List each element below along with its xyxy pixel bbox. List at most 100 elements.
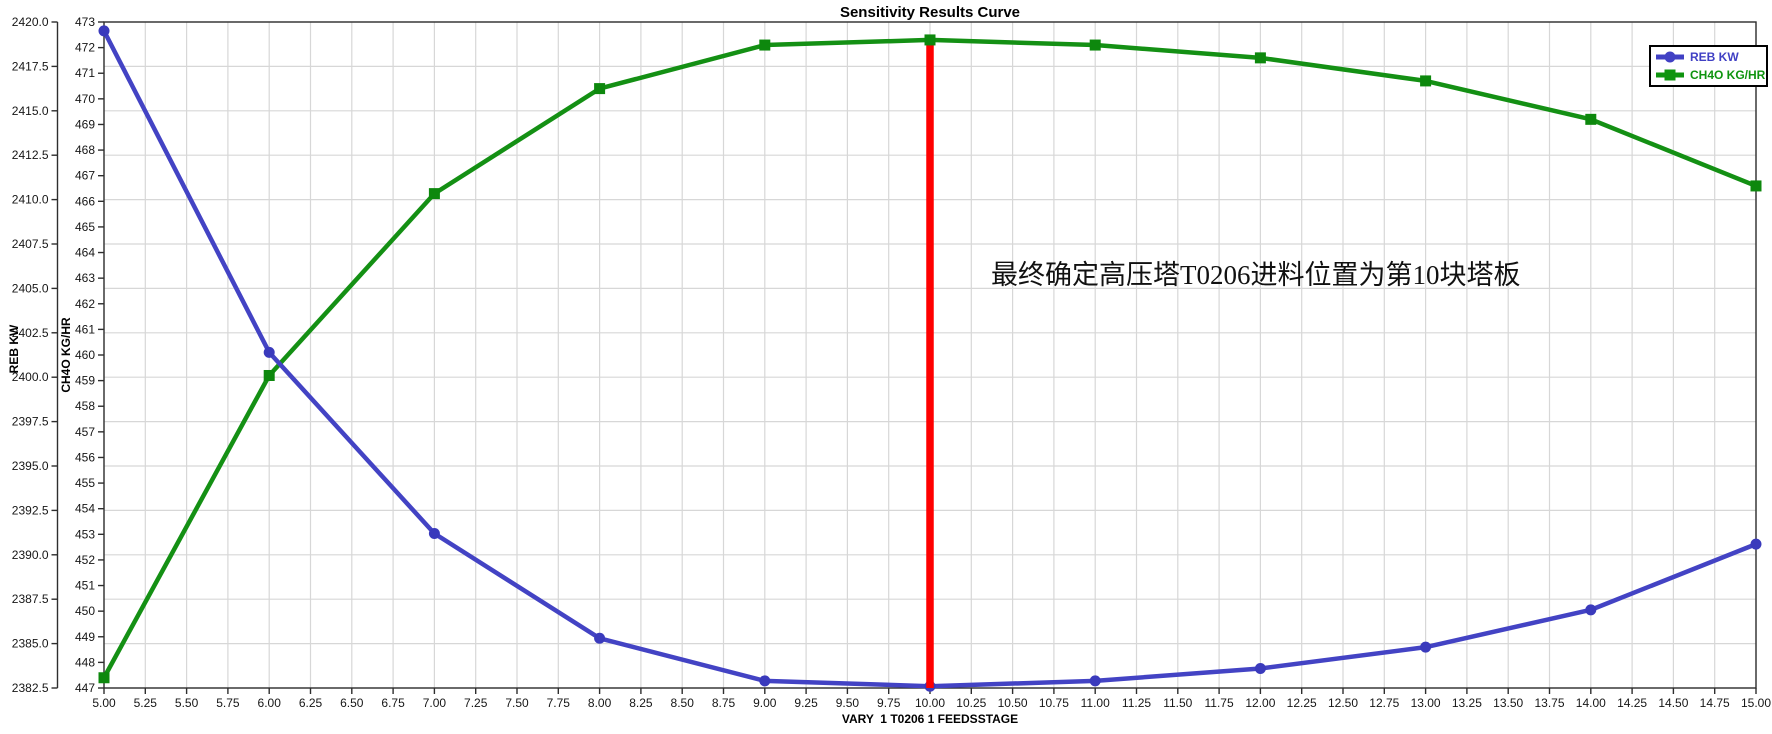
reb-data-point — [1420, 641, 1432, 653]
reb-tick-label: 2415.0 — [12, 104, 49, 118]
x-tick-label: 7.75 — [547, 696, 571, 710]
x-tick-label: 12.50 — [1328, 696, 1358, 710]
ch4o-tick-label: 466 — [75, 194, 95, 208]
reb-data-point — [1254, 662, 1266, 674]
ch4o-tick-label: 459 — [75, 374, 95, 388]
legend-label-reb: REB KW — [1690, 50, 1739, 65]
reb-tick-label: 2392.5 — [12, 503, 49, 517]
reb-tick-label: 2407.5 — [12, 237, 49, 251]
x-tick-label: 5.00 — [92, 696, 116, 710]
x-tick-label: 14.25 — [1617, 696, 1647, 710]
ch4o-data-point — [924, 34, 936, 46]
x-tick-label: 6.00 — [258, 696, 282, 710]
reb-line-circle-marker-icon — [1656, 51, 1684, 63]
optimum-feed-stage-annotation: 最终确定高压塔T0206进料位置为第10块塔板 — [991, 260, 1521, 290]
ch4o-data-point — [1750, 180, 1762, 192]
ch4o-data-point — [1089, 39, 1101, 51]
x-tick-label: 7.00 — [423, 696, 447, 710]
x-tick-label: 7.25 — [464, 696, 488, 710]
ch4o-tick-label: 464 — [75, 246, 95, 260]
ch4o-tick-label: 456 — [75, 450, 95, 464]
x-tick-label: 10.00 — [915, 696, 945, 710]
reb-data-point — [263, 346, 275, 358]
reb-tick-label: 2410.0 — [12, 193, 49, 207]
y-axis-title-reb: REB KW — [7, 324, 21, 374]
legend-label-ch4o: CH4O KG/HR — [1690, 67, 1766, 82]
ch4o-tick-label: 455 — [75, 476, 95, 490]
x-tick-label: 9.25 — [794, 696, 818, 710]
reb-tick-label: 2397.5 — [12, 415, 49, 429]
reb-data-point — [1750, 538, 1762, 550]
reb-tick-label: 2412.5 — [12, 148, 49, 162]
ch4o-tick-label: 470 — [75, 92, 95, 106]
reb-tick-label: 2387.5 — [12, 592, 49, 606]
ch4o-line-square-marker-icon — [1656, 69, 1684, 81]
x-tick-label: 15.00 — [1741, 696, 1771, 710]
x-tick-label: 13.75 — [1534, 696, 1564, 710]
ch4o-tick-label: 473 — [75, 15, 95, 29]
x-tick-label: 9.50 — [836, 696, 860, 710]
ch4o-data-point — [1254, 52, 1266, 64]
reb-data-point — [1089, 675, 1101, 687]
x-tick-label: 14.75 — [1700, 696, 1730, 710]
x-tick-label: 14.00 — [1576, 696, 1606, 710]
reb-tick-label: 2385.0 — [12, 637, 49, 651]
ch4o-data-point — [98, 672, 110, 684]
reb-data-point — [1585, 604, 1597, 616]
ch4o-tick-label: 462 — [75, 297, 95, 311]
ch4o-data-point — [263, 369, 275, 381]
x-tick-label: 5.75 — [216, 696, 240, 710]
x-tick-label: 13.00 — [1411, 696, 1441, 710]
reb-data-point — [759, 675, 771, 687]
x-tick-label: 8.50 — [671, 696, 695, 710]
ch4o-tick-label: 457 — [75, 425, 95, 439]
x-tick-label: 7.50 — [505, 696, 529, 710]
ch4o-tick-label: 468 — [75, 143, 95, 157]
ch4o-data-point — [759, 39, 771, 51]
ch4o-data-point — [428, 188, 440, 200]
x-tick-label: 10.75 — [1039, 696, 1069, 710]
ch4o-tick-label: 454 — [75, 502, 95, 516]
ch4o-tick-label: 448 — [75, 655, 95, 669]
ch4o-tick-label: 463 — [75, 271, 95, 285]
x-tick-label: 14.50 — [1658, 696, 1688, 710]
y-axis-title-ch4o: CH4O KG/HR — [59, 317, 73, 393]
x-tick-label: 11.00 — [1081, 696, 1110, 710]
ch4o-tick-label: 465 — [75, 220, 95, 234]
legend-entry-ch4o: CH4O KG/HR — [1655, 66, 1766, 83]
reb-tick-label: 2402.5 — [12, 326, 49, 340]
ch4o-data-point — [1585, 113, 1597, 125]
legend: REB KW CH4O KG/HR — [1649, 45, 1768, 87]
ch4o-tick-label: 471 — [75, 66, 95, 80]
ch4o-tick-label: 447 — [75, 681, 95, 695]
ch4o-tick-label: 453 — [75, 527, 95, 541]
x-tick-label: 9.00 — [753, 696, 777, 710]
x-tick-label: 9.75 — [877, 696, 901, 710]
x-tick-label: 6.25 — [299, 696, 323, 710]
x-tick-label: 11.50 — [1163, 696, 1192, 710]
ch4o-data-point — [594, 83, 606, 95]
ch4o-tick-label: 450 — [75, 604, 95, 618]
x-tick-label: 12.00 — [1245, 696, 1275, 710]
reb-data-point — [98, 25, 110, 37]
x-tick-label: 8.00 — [588, 696, 612, 710]
x-axis-title: VARY 1 T0206 1 FEEDSSTAGE — [841, 712, 1019, 726]
ch4o-tick-label: 469 — [75, 117, 95, 131]
reb-tick-label: 2382.5 — [12, 681, 49, 695]
x-tick-label: 5.25 — [134, 696, 158, 710]
x-tick-label: 6.75 — [381, 696, 405, 710]
ch4o-tick-label: 449 — [75, 630, 95, 644]
ch4o-tick-label: 458 — [75, 399, 95, 413]
reb-tick-label: 2405.0 — [12, 281, 49, 295]
x-tick-label: 13.50 — [1493, 696, 1523, 710]
x-tick-label: 11.25 — [1122, 696, 1151, 710]
x-tick-label: 11.75 — [1205, 696, 1234, 710]
ch4o-tick-label: 472 — [75, 41, 95, 55]
ch4o-tick-label: 451 — [75, 579, 95, 593]
ch4o-tick-label: 460 — [75, 348, 95, 362]
x-tick-label: 10.50 — [998, 696, 1028, 710]
chart-title: Sensitivity Results Curve — [839, 4, 1021, 21]
x-tick-label: 12.25 — [1287, 696, 1317, 710]
